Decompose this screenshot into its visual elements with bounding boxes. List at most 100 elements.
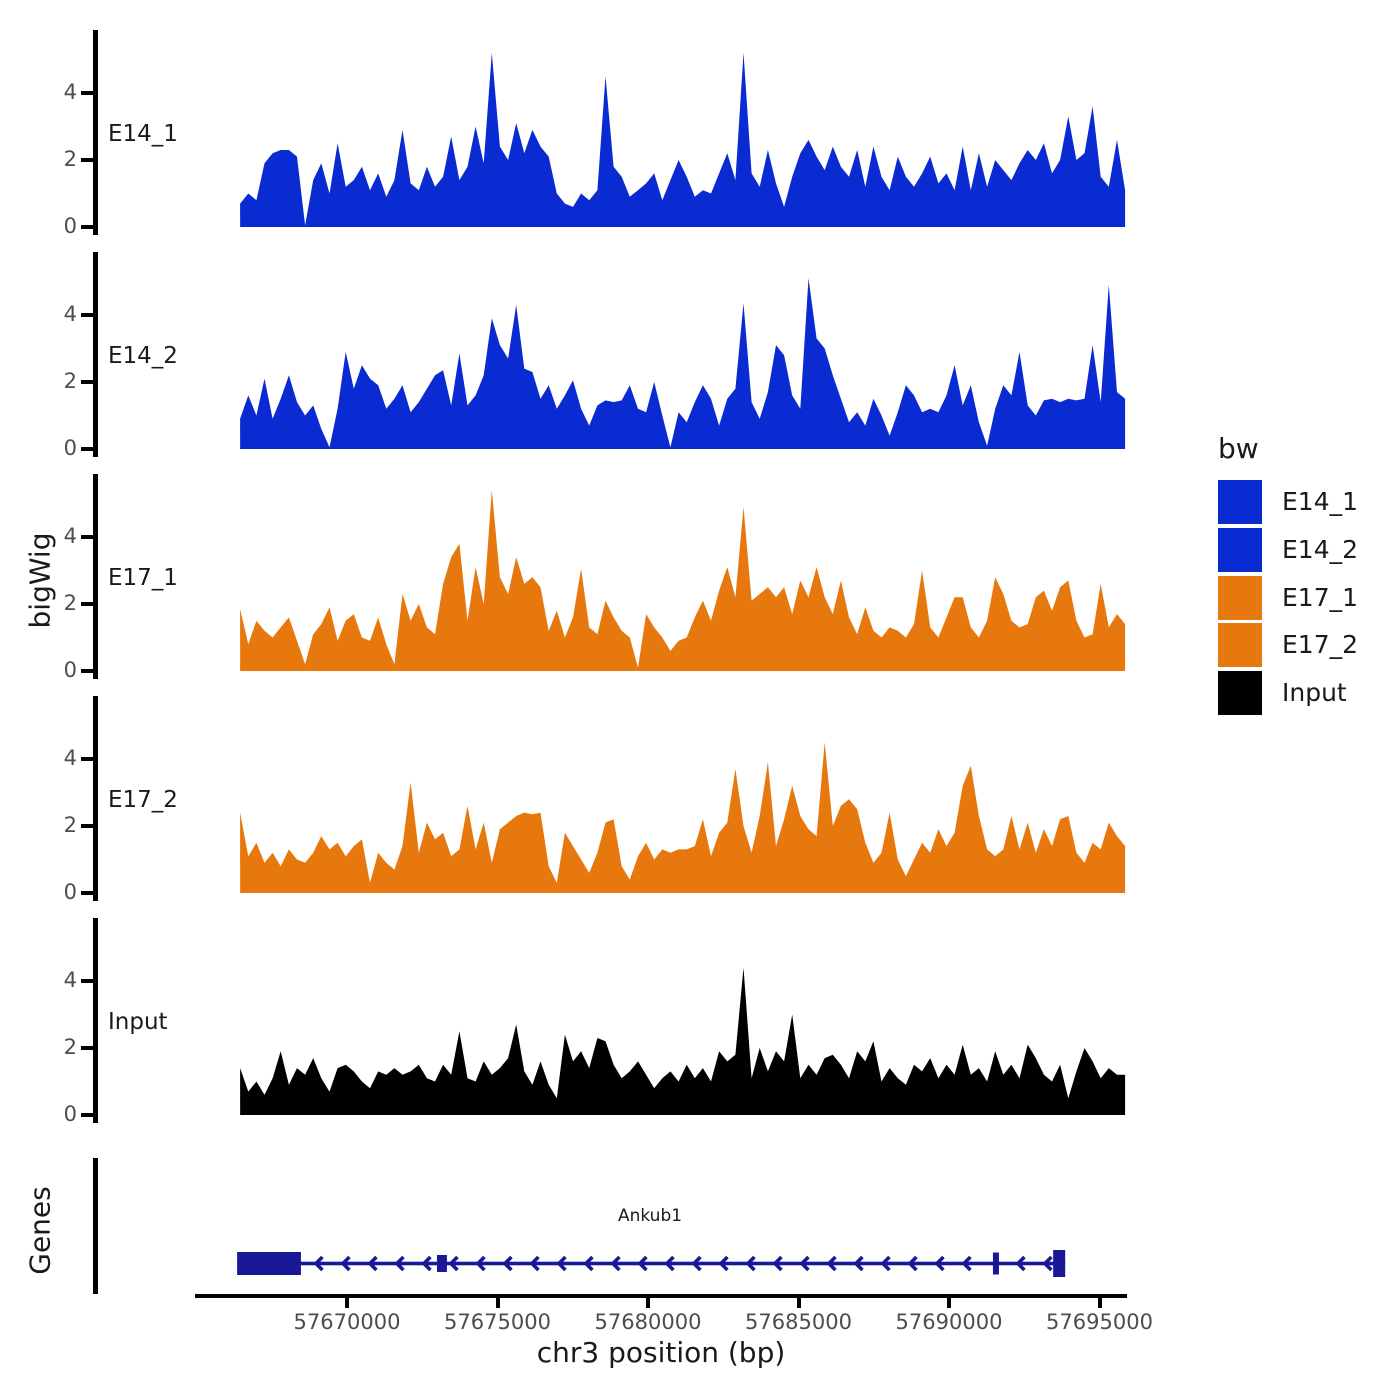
y-tick-label: 0 xyxy=(63,1102,77,1126)
strand-arrow-left xyxy=(826,1255,837,1272)
gene-exon xyxy=(992,1252,999,1275)
area-polygon xyxy=(240,490,1126,671)
y-tick-mark xyxy=(81,824,94,828)
legend-swatch-E14_1 xyxy=(1218,480,1262,524)
x-tick-mark xyxy=(495,1298,500,1308)
coverage-area-E17_2 xyxy=(240,742,1126,893)
x-tick-label: 57695000 xyxy=(1046,1310,1153,1334)
strand-arrow-left xyxy=(421,1255,432,1272)
strand-arrow-left xyxy=(745,1255,756,1272)
strand-arrow-left xyxy=(880,1255,891,1272)
y-tick-label: 0 xyxy=(63,436,77,460)
strand-arrow-left xyxy=(664,1255,675,1272)
y-tick-label: 2 xyxy=(63,813,77,837)
x-axis-title: chr3 position (bp) xyxy=(536,1336,786,1369)
strand-arrow-left xyxy=(961,1255,972,1272)
legend-swatch-E14_2 xyxy=(1218,527,1262,572)
strand-arrow-left xyxy=(1042,1255,1053,1272)
strand-arrow-left xyxy=(394,1255,405,1272)
area-polygon xyxy=(240,967,1126,1115)
track-name-label: E17_1 xyxy=(108,565,178,591)
genes-panel-axis-line xyxy=(93,1158,98,1294)
y-tick-mark xyxy=(81,891,94,895)
legend-swatch-E17_1 xyxy=(1218,575,1262,620)
y-axis-line xyxy=(93,918,98,1123)
y-tick-label: 2 xyxy=(63,369,77,393)
y-axis-line xyxy=(93,30,98,235)
y-tick-mark xyxy=(81,1113,94,1117)
x-axis-line xyxy=(195,1294,1127,1298)
y-tick-mark xyxy=(81,602,94,606)
coverage-area-E14_2 xyxy=(240,278,1126,449)
coverage-area-E14_1 xyxy=(240,52,1126,227)
gene-name-label: Ankub1 xyxy=(617,1206,683,1226)
y-tick-mark xyxy=(81,757,94,761)
coverage-area-Input xyxy=(240,967,1126,1115)
y-tick-mark xyxy=(81,91,94,95)
y-tick-label: 0 xyxy=(63,658,77,682)
x-tick-mark xyxy=(646,1298,650,1308)
gene-exon xyxy=(436,1255,447,1272)
y-tick-label: 4 xyxy=(63,302,77,326)
y-tick-mark xyxy=(81,669,94,673)
area-polygon xyxy=(240,742,1126,893)
legend-swatch-E17_2 xyxy=(1218,623,1262,668)
area-polygon xyxy=(240,278,1126,449)
strand-arrow-left xyxy=(610,1255,621,1272)
x-tick-label: 57680000 xyxy=(594,1310,702,1334)
strand-arrow-left xyxy=(637,1255,648,1272)
y-tick-mark xyxy=(81,158,94,162)
strand-arrow-left xyxy=(475,1255,486,1272)
y-tick-mark xyxy=(81,535,94,539)
y-axis-line xyxy=(93,696,98,901)
x-tick-label: 57685000 xyxy=(745,1310,852,1334)
x-tick-label: 57675000 xyxy=(444,1310,551,1334)
y-axis-title-genes: Genes xyxy=(23,1186,57,1275)
y-tick-label: 4 xyxy=(63,968,77,992)
y-tick-label: 2 xyxy=(63,1035,77,1059)
y-tick-mark xyxy=(81,380,94,384)
legend-label-E14_1: E14_1 xyxy=(1282,487,1359,516)
legend-swatch-Input xyxy=(1218,671,1262,716)
gene-body-line xyxy=(237,1261,1066,1266)
y-axis-line xyxy=(93,474,98,679)
x-tick-mark xyxy=(796,1298,801,1308)
gene-model xyxy=(237,1250,1066,1277)
legend-label-Input: Input xyxy=(1282,678,1347,708)
strand-arrow-left xyxy=(448,1255,459,1272)
strand-arrow-left xyxy=(556,1255,567,1272)
y-tick-mark xyxy=(81,979,94,983)
legend-label-E17_1: E17_1 xyxy=(1282,582,1359,612)
y-axis-line xyxy=(93,252,98,457)
legend-label-E17_2: E17_2 xyxy=(1282,630,1359,660)
strand-arrow-left xyxy=(1015,1255,1026,1272)
y-tick-label: 2 xyxy=(63,591,77,615)
track-name-label: Input xyxy=(108,1009,168,1035)
y-tick-mark xyxy=(81,225,94,229)
area-polygon xyxy=(240,52,1126,227)
strand-arrow-left xyxy=(313,1255,324,1272)
legend-title: bw xyxy=(1218,432,1259,465)
legend-label-E14_2: E14_2 xyxy=(1282,534,1359,564)
gene-exon xyxy=(1053,1250,1066,1277)
y-tick-label: 4 xyxy=(63,524,77,548)
strand-arrow-left xyxy=(502,1255,513,1272)
x-tick-mark xyxy=(1097,1298,1102,1308)
strand-arrow-left xyxy=(691,1255,702,1272)
x-tick-mark xyxy=(345,1298,349,1308)
strand-arrow-left xyxy=(853,1255,864,1272)
y-tick-mark xyxy=(81,447,94,451)
y-tick-label: 4 xyxy=(63,80,77,104)
coverage-area-E17_1 xyxy=(240,490,1126,671)
y-tick-label: 0 xyxy=(63,880,77,904)
strand-arrow-left xyxy=(718,1255,729,1272)
strand-arrow-left xyxy=(772,1255,783,1272)
strand-arrow-left xyxy=(340,1255,351,1272)
x-tick-label: 57690000 xyxy=(895,1310,1003,1334)
y-tick-mark xyxy=(81,1046,94,1050)
gene-exon xyxy=(237,1252,301,1275)
strand-arrow-left xyxy=(583,1255,594,1272)
y-axis-title-bigwig: bigWig xyxy=(23,532,57,629)
track-name-label: E14_2 xyxy=(108,343,178,369)
y-tick-label: 4 xyxy=(63,746,77,770)
